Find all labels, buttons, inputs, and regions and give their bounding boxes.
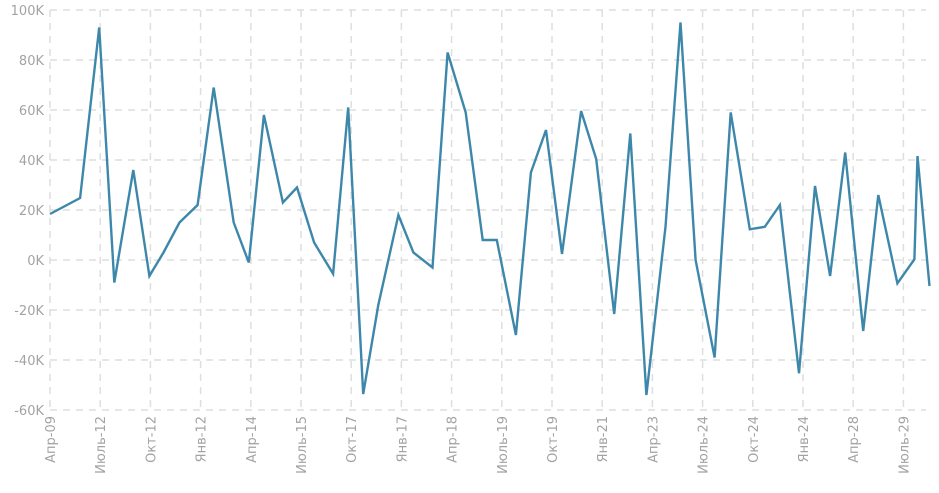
- y-axis: -60K -40K -20K 0K 20K 40K 60K 80K 100K: [11, 4, 45, 419]
- x-tick-label: Окт-24: [747, 416, 762, 463]
- y-tick-label: 80K: [19, 54, 45, 69]
- x-tick-label: Янв-17: [395, 416, 410, 462]
- y-tick-label: 60K: [19, 104, 45, 119]
- x-tick-label: Апр-14: [245, 416, 260, 463]
- y-tick-label: -20K: [14, 304, 44, 319]
- series: [49, 22, 931, 396]
- y-tick-label: -40K: [14, 354, 44, 369]
- y-tick-label: -60K: [14, 404, 44, 419]
- x-tick-label: Окт-17: [345, 416, 360, 463]
- x-tick-label: Июль-29: [897, 416, 912, 474]
- x-tick-label: Апр-09: [44, 416, 59, 463]
- x-tick-label: Янв-21: [596, 416, 611, 462]
- y-tick-label: 0K: [27, 254, 44, 269]
- x-axis: Апр-09 Июль-12 Окт-12 Янв-12 Апр-14 Июль-15 Ок…: [44, 416, 912, 474]
- grid: [49, 9, 926, 411]
- x-tick-label: Июль-19: [496, 416, 511, 474]
- x-tick-label: Апр-18: [446, 416, 461, 463]
- y-tick-label: 20K: [19, 204, 45, 219]
- x-tick-label: Апр-28: [847, 416, 862, 463]
- x-tick-label: Июль-12: [94, 416, 109, 474]
- x-tick-label: Окт-19: [546, 416, 561, 463]
- y-tick-label: 40K: [19, 154, 45, 169]
- x-tick-label: Июль-24: [697, 416, 712, 474]
- x-tick-label: Апр-23: [646, 416, 661, 463]
- x-tick-label: Июль-15: [295, 416, 310, 474]
- x-tick-label: Янв-12: [195, 416, 210, 462]
- x-tick-label: Окт-12: [144, 416, 159, 463]
- y-tick-label: 100K: [11, 4, 45, 19]
- series-line: [49, 22, 931, 396]
- x-tick-label: Янв-24: [797, 416, 812, 462]
